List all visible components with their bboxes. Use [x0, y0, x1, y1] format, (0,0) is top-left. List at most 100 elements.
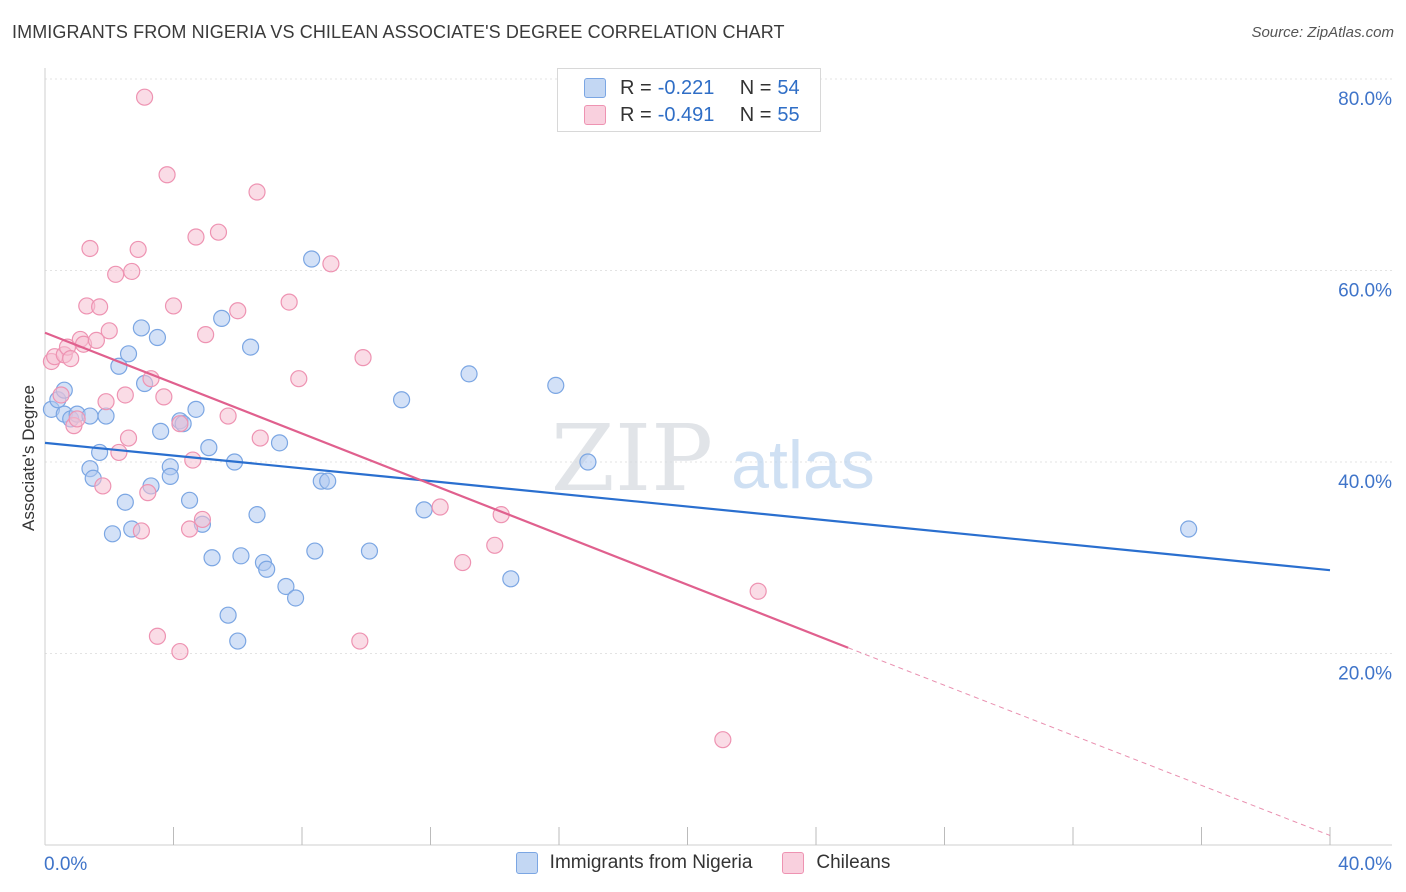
- legend-swatch-blue: [584, 78, 606, 98]
- legend-row-nigeria: R = -0.221 N = 54: [584, 77, 800, 99]
- data-point-nigeria: [187, 400, 205, 418]
- data-point-nigeria: [242, 338, 260, 356]
- y-tick-label: 80.0%: [1338, 89, 1392, 110]
- data-point-nigeria: [161, 467, 179, 485]
- data-point-nigeria: [232, 547, 250, 565]
- data-point-nigeria: [286, 589, 305, 607]
- y-tick-label: 60.0%: [1338, 281, 1392, 302]
- data-point-nigeria: [306, 542, 324, 560]
- x-tick-labels: 0.0% 40.0%: [44, 854, 1392, 875]
- data-point-nigeria: [502, 570, 520, 588]
- data-point-chileans: [248, 183, 266, 201]
- axes: [44, 68, 1392, 846]
- data-point-nigeria: [219, 606, 237, 624]
- data-point-chileans: [139, 484, 157, 502]
- stats-legend: R = -0.221 N = 54 R = -0.491 N = 55: [557, 68, 821, 132]
- data-point-chileans: [209, 223, 228, 241]
- data-point-chileans: [187, 228, 205, 246]
- legend-label-chileans: Chileans: [816, 852, 891, 873]
- data-point-nigeria: [200, 439, 218, 457]
- legend-n-value: 54: [777, 76, 800, 99]
- data-point-nigeria: [152, 422, 170, 440]
- y-tick-labels: 20.0% 40.0% 60.0% 80.0%: [1338, 89, 1392, 685]
- legend-row-chileans: R = -0.491 N = 55: [584, 104, 800, 126]
- legend-item-nigeria[interactable]: Immigrants from Nigeria: [515, 852, 752, 874]
- data-point-nigeria: [258, 560, 276, 578]
- data-point-chileans: [171, 415, 189, 433]
- data-point-chileans: [431, 498, 449, 516]
- data-point-chileans: [148, 627, 167, 645]
- legend-r-label: R =: [620, 76, 652, 99]
- data-point-chileans: [119, 429, 138, 447]
- data-point-nigeria: [132, 319, 150, 337]
- data-point-nigeria: [1180, 520, 1198, 538]
- legend-n-label: N =: [739, 103, 772, 126]
- data-point-chileans: [155, 388, 173, 406]
- watermark-zip: ZIP: [551, 405, 713, 512]
- data-point-nigeria: [277, 577, 295, 596]
- data-point-nigeria: [415, 501, 433, 519]
- data-point-chileans: [197, 326, 215, 344]
- data-point-nigeria: [103, 525, 122, 543]
- data-point-chileans: [129, 240, 147, 259]
- data-point-chileans: [123, 262, 141, 281]
- trend-line-chileans-extension: [847, 647, 1331, 836]
- legend-swatch-pink: [782, 852, 805, 874]
- data-point-nigeria: [460, 365, 478, 383]
- data-point-chileans: [290, 370, 308, 388]
- data-point-nigeria: [116, 493, 134, 511]
- data-point-chileans: [52, 386, 70, 404]
- data-point-nigeria: [213, 309, 231, 327]
- data-point-chileans: [135, 88, 154, 106]
- data-point-nigeria: [392, 391, 411, 409]
- legend-item-chileans[interactable]: Chileans: [782, 852, 890, 874]
- data-point-chileans: [158, 166, 176, 184]
- y-tick-label: 20.0%: [1338, 664, 1392, 685]
- x-tick-label: 0.0%: [44, 854, 87, 875]
- trend-line-chileans: [44, 331, 849, 649]
- data-point-chileans: [193, 510, 212, 529]
- data-point-chileans: [110, 443, 128, 462]
- legend-swatch-blue: [515, 852, 538, 874]
- data-point-chileans: [714, 731, 732, 749]
- data-point-chileans: [97, 393, 115, 411]
- y-axis-label: Associate's Degree: [19, 385, 38, 531]
- series-legend: Immigrants from Nigeria Chileans: [0, 852, 1406, 874]
- watermark: ZIP atlas: [551, 405, 875, 512]
- x-tick-label: 40.0%: [1338, 854, 1392, 875]
- data-point-chileans: [280, 293, 298, 311]
- data-point-chileans: [81, 239, 99, 258]
- legend-n-label: N =: [739, 76, 772, 99]
- data-point-chileans: [322, 255, 340, 273]
- chart-title: IMMIGRANTS FROM NIGERIA VS CHILEAN ASSOC…: [12, 22, 785, 42]
- data-point-chileans: [91, 298, 109, 316]
- data-point-chileans: [116, 386, 134, 404]
- legend-r-value: -0.221: [657, 76, 715, 99]
- series-chileans-points: [42, 88, 767, 749]
- data-point-chileans: [454, 553, 472, 572]
- data-point-chileans: [62, 349, 80, 368]
- y-tick-label: 40.0%: [1338, 472, 1392, 493]
- data-point-chileans: [749, 582, 767, 600]
- data-point-nigeria: [303, 250, 321, 268]
- data-point-chileans: [486, 536, 504, 554]
- data-point-chileans: [87, 331, 106, 349]
- data-point-nigeria: [203, 549, 221, 567]
- legend-swatch-pink: [584, 105, 606, 125]
- source-note: Source: ZipAtlas.com: [1251, 24, 1394, 41]
- data-point-nigeria: [270, 434, 289, 452]
- data-point-nigeria: [148, 328, 167, 347]
- data-point-chileans: [142, 370, 160, 388]
- trend-lines: [44, 331, 1331, 836]
- data-point-chileans: [251, 429, 269, 447]
- legend-r-label: R =: [620, 103, 652, 126]
- data-point-chileans: [68, 410, 86, 428]
- data-point-chileans: [107, 265, 125, 283]
- data-point-chileans: [180, 520, 199, 538]
- data-point-nigeria: [180, 491, 199, 509]
- watermark-atlas: atlas: [731, 427, 875, 503]
- data-point-nigeria: [579, 453, 597, 471]
- data-point-chileans: [94, 477, 112, 495]
- data-point-nigeria: [229, 632, 247, 650]
